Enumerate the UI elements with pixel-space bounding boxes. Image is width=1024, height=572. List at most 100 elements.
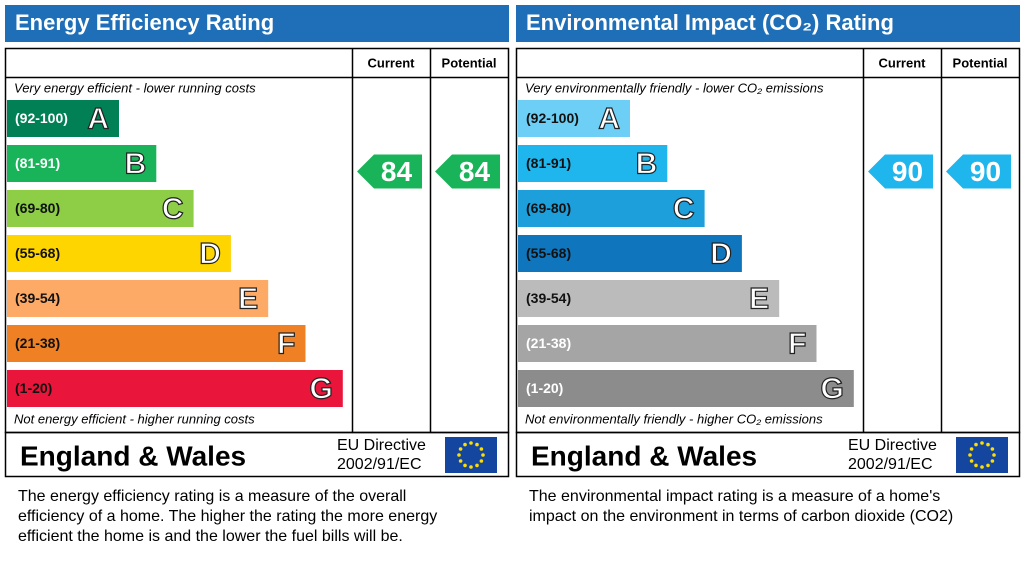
band-range: (1-20) [15, 380, 52, 396]
eu-star [479, 447, 484, 451]
eu-star [969, 459, 974, 463]
rating-band [518, 100, 630, 137]
eu-star [974, 463, 978, 468]
band-range: (55-68) [526, 245, 571, 261]
title-bar [5, 5, 509, 42]
rating-band [7, 280, 269, 317]
rating-band [518, 145, 668, 182]
band-range: (69-80) [15, 200, 60, 216]
band-range: (69-80) [526, 200, 571, 216]
eu-star [986, 463, 990, 468]
eu-star [458, 459, 463, 463]
band-letter: A [87, 102, 109, 135]
eu-star [469, 441, 473, 445]
eu-star [968, 453, 972, 457]
current-header: Current [879, 55, 927, 70]
current-arrow [868, 154, 933, 189]
band-letter: F [788, 327, 806, 360]
band-letter: C [673, 192, 695, 225]
rating-band [7, 325, 306, 362]
band-letter: F [277, 327, 295, 360]
band-letter: D [199, 237, 221, 270]
eu-star [469, 465, 473, 469]
band-letter: D [710, 237, 732, 270]
eu-star [990, 447, 995, 451]
potential-arrow [946, 154, 1011, 189]
rating-band [7, 370, 343, 407]
current-arrow [357, 154, 422, 189]
band-letter: B [125, 147, 147, 180]
title-bar [516, 5, 1020, 42]
rating-band [7, 190, 194, 227]
potential-header: Potential [442, 55, 497, 70]
band-range: (1-20) [526, 380, 563, 396]
band-letter: E [749, 282, 769, 315]
eu-star [475, 442, 479, 447]
eu-star [481, 453, 485, 457]
region: England & Wales [531, 440, 757, 471]
footer-box [4, 431, 510, 478]
rating-band [7, 145, 157, 182]
directive: EU Directive [848, 437, 937, 454]
rating-band [518, 190, 705, 227]
description: efficient the home is and the lower the … [18, 528, 403, 545]
band-range: (39-54) [526, 290, 571, 306]
eu-star [458, 447, 463, 451]
eu-star [969, 447, 974, 451]
eu-star [974, 442, 978, 447]
description: impact on the environment in terms of ca… [529, 508, 953, 525]
band-letter: B [636, 147, 658, 180]
potential-arrow [435, 154, 500, 189]
rating-band [7, 235, 231, 272]
footer-box [515, 431, 1021, 478]
band-range: (21-38) [526, 335, 571, 351]
directive: EU Directive [337, 437, 426, 454]
band-letter: E [238, 282, 258, 315]
current-header: Current [368, 55, 416, 70]
potential-rating: 90 [970, 156, 1001, 187]
eu-star [986, 442, 990, 447]
band-letter: C [162, 192, 184, 225]
top-note: Very environmentally friendly - lower CO… [525, 80, 824, 95]
eu-star [990, 459, 995, 463]
band-range: (21-38) [15, 335, 60, 351]
rating-band [518, 280, 780, 317]
band-range: (81-91) [15, 155, 60, 171]
bottom-note: Not environmentally friendly - higher CO… [525, 411, 823, 426]
directive: 2002/91/EC [337, 456, 422, 473]
eu-star [992, 453, 996, 457]
eu-star [463, 463, 467, 468]
band-range: (92-100) [526, 110, 579, 126]
rating-band [518, 370, 854, 407]
directive: 2002/91/EC [848, 456, 933, 473]
potential-header: Potential [953, 55, 1008, 70]
band-letter: G [309, 372, 332, 405]
bottom-note: Not energy efficient - higher running co… [14, 411, 255, 426]
region: England & Wales [20, 440, 246, 471]
description: efficiency of a home. The higher the rat… [18, 508, 437, 525]
rating-band [7, 100, 119, 137]
band-range: (39-54) [15, 290, 60, 306]
description: The environmental impact rating is a mea… [529, 488, 940, 505]
eu-star [479, 459, 484, 463]
eu-star [980, 441, 984, 445]
band-range: (55-68) [15, 245, 60, 261]
panel-title: Environmental Impact (CO₂) Rating [526, 10, 894, 35]
current-rating: 90 [892, 156, 923, 187]
rating-band [518, 235, 742, 272]
description: The energy efficiency rating is a measur… [18, 488, 406, 505]
eu-star [457, 453, 461, 457]
eu-star [475, 463, 479, 468]
band-range: (92-100) [15, 110, 68, 126]
band-letter: G [820, 372, 843, 405]
panel-title: Energy Efficiency Rating [15, 10, 274, 35]
eu-star [463, 442, 467, 447]
current-rating: 84 [381, 156, 413, 187]
eu-star [980, 465, 984, 469]
rating-band [518, 325, 817, 362]
potential-rating: 84 [459, 156, 491, 187]
band-range: (81-91) [526, 155, 571, 171]
top-note: Very energy efficient - lower running co… [14, 80, 256, 95]
band-letter: A [598, 102, 620, 135]
